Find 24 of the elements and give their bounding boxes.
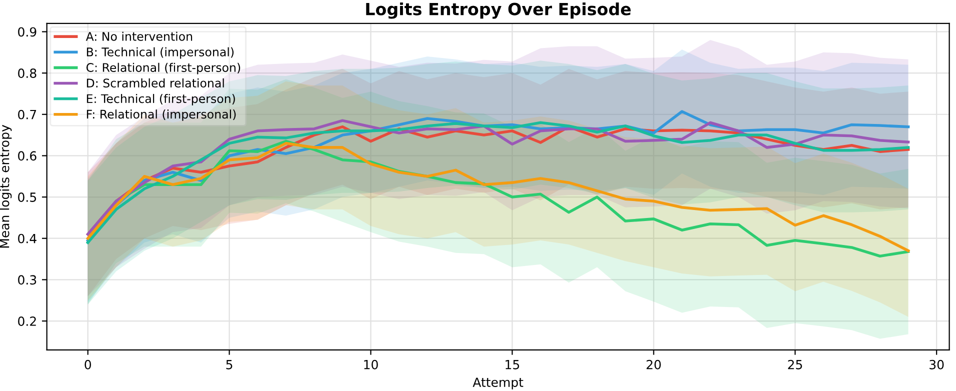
x-axis-title: Attempt [472, 378, 524, 390]
legend-label: F: Relational (impersonal) [86, 110, 236, 121]
x-tick-label: 10 [364, 360, 378, 370]
y-tick-label: 0.5 [18, 192, 36, 202]
y-axis-title: Mean logits entropy [0, 124, 12, 248]
y-tick-label: 0.2 [18, 316, 36, 326]
x-tick-label: 5 [226, 360, 232, 370]
y-tick-label: 0.7 [18, 110, 36, 120]
legend-label: A: No intervention [86, 32, 192, 41]
chart-title: Logits Entropy Over Episode [366, 2, 631, 19]
x-tick-label: 20 [646, 360, 661, 370]
y-tick-label: 0.9 [18, 27, 36, 37]
y-tick-label: 0.3 [18, 275, 36, 285]
y-tick-label: 0.8 [18, 68, 36, 78]
legend-label: D: Scrambled relational [86, 78, 224, 88]
x-tick-label: 0 [84, 360, 92, 370]
x-tick-label: 25 [788, 360, 802, 370]
y-tick-label: 0.6 [18, 151, 36, 161]
legend-label: E: Technical (first-person) [86, 94, 235, 106]
legend-label: C: Relational (first-person) [86, 62, 240, 74]
y-tick-label: 0.4 [18, 234, 36, 244]
x-tick-label: 30 [930, 360, 944, 370]
legend-label: B: Technical (impersonal) [86, 47, 234, 59]
x-tick-label: 15 [506, 360, 520, 370]
